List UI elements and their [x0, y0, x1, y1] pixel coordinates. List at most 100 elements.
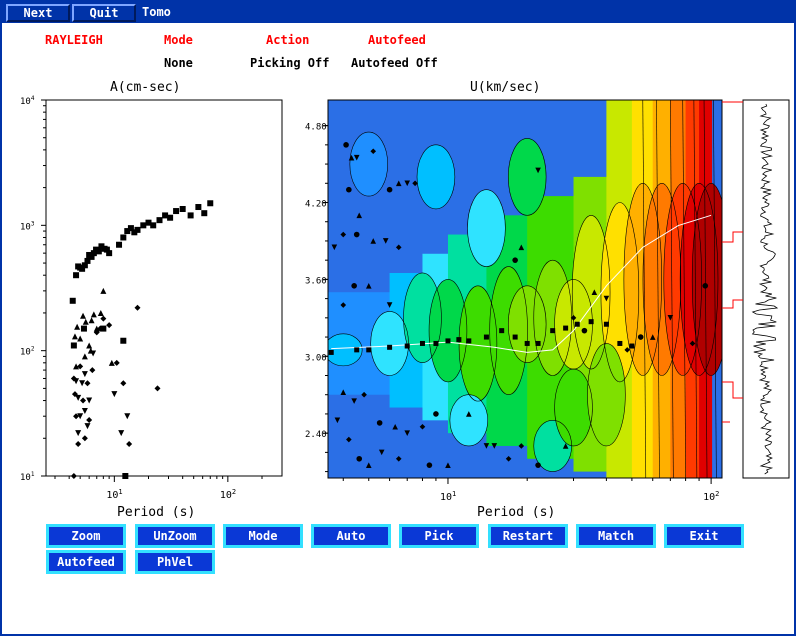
contour-line	[703, 100, 708, 478]
velocity-point	[535, 462, 541, 468]
contour-line	[642, 100, 647, 478]
velocity-ytick-label: 4.20	[305, 200, 327, 210]
quit-button[interactable]: Quit	[72, 4, 136, 22]
velocity-point	[392, 423, 398, 430]
amplitude-point	[162, 212, 169, 219]
restart-button[interactable]: Restart	[488, 524, 568, 548]
amplitude-point	[80, 325, 87, 332]
velocity-point	[466, 411, 472, 417]
contour-line	[428, 279, 468, 383]
amplitude-point	[207, 200, 214, 207]
pick-button[interactable]: Pick	[399, 524, 479, 548]
amplitude-point	[195, 204, 202, 211]
amplitude-point	[118, 430, 125, 437]
contour-line	[682, 100, 687, 478]
amplitude-point	[100, 287, 107, 294]
amplitude-point	[120, 380, 127, 387]
amplitude-point	[150, 222, 157, 229]
amplitude-point	[124, 228, 131, 235]
energy-contour-region	[349, 132, 388, 197]
picked-point	[328, 349, 334, 355]
amplitude-point	[108, 359, 115, 366]
amplitude-plot[interactable]: 101 102 103 104 101 102 Period (s)	[2, 92, 302, 522]
velocity-point	[491, 443, 498, 449]
amplitude-point	[126, 441, 133, 448]
amplitude-point	[79, 265, 86, 272]
amplitude-point	[89, 367, 96, 374]
amplitude-point	[167, 214, 174, 221]
amplitude-point	[70, 375, 77, 382]
amplitude-point	[140, 222, 147, 229]
amplitude-point	[69, 297, 76, 304]
zoom-button[interactable]: Zoom	[46, 524, 126, 548]
contour-line	[349, 131, 388, 197]
velocity-point	[378, 449, 385, 456]
next-button[interactable]: Next	[6, 4, 70, 22]
contour-line	[691, 183, 722, 376]
mode-value: None	[164, 56, 193, 70]
unzoom-button[interactable]: UnZoom	[135, 524, 215, 548]
energy-contour-region	[587, 343, 626, 446]
contour-line	[467, 189, 506, 267]
amplitude-point	[95, 248, 102, 255]
action-label: Action	[266, 33, 310, 47]
velocity-point	[365, 282, 372, 289]
velocity-point	[356, 212, 363, 219]
picked-point	[563, 325, 569, 331]
amplitude-point	[201, 210, 208, 217]
contour-line	[679, 182, 719, 376]
amplitude-point	[82, 318, 89, 325]
contour-line	[328, 333, 363, 367]
contour-line	[663, 182, 702, 376]
velocity-plot[interactable]: 2.40 3.00 3.60 4.20 4.80 101 102 Period (s)	[292, 92, 792, 522]
velocity-point	[376, 420, 383, 426]
contour-line	[507, 138, 547, 216]
mode-button[interactable]: Mode	[223, 524, 303, 548]
exit-button[interactable]: Exit	[664, 524, 744, 548]
velocity-point	[483, 443, 490, 449]
auto-button[interactable]: Auto	[311, 524, 391, 548]
picked-point	[354, 347, 360, 353]
velocity-point	[505, 455, 512, 462]
velocity-point	[334, 417, 341, 424]
amplitude-xlabel: Period (s)	[117, 505, 195, 520]
amplitude-point	[98, 243, 105, 250]
picked-point	[603, 321, 609, 327]
menu-bar: Next Quit Tomo	[2, 2, 794, 23]
velocity-point	[649, 334, 656, 340]
velocity-point	[518, 443, 525, 449]
energy-contour-region	[508, 138, 547, 216]
velocity-point	[591, 289, 598, 296]
amplitude-point	[81, 435, 88, 442]
velocity-point	[386, 302, 393, 308]
amplitude-point	[73, 363, 80, 370]
amplitude-point	[116, 241, 123, 248]
autofeed-button[interactable]: Autofeed	[46, 550, 126, 574]
seismogram-trace	[751, 103, 779, 475]
velocity-point	[386, 186, 393, 193]
contour-line	[670, 100, 674, 478]
velocity-point	[395, 180, 402, 187]
picked-point	[524, 340, 530, 346]
velocity-point	[426, 462, 433, 468]
amplitude-point	[93, 329, 100, 336]
picked-point	[404, 343, 410, 349]
match-button[interactable]: Match	[576, 524, 656, 548]
amplitude-point	[122, 473, 129, 479]
amplitude-point	[120, 337, 127, 344]
amplitude-point	[100, 315, 107, 322]
picked-point	[499, 328, 505, 334]
energy-contour-region	[467, 189, 506, 267]
amplitude-xtick-label: 102	[220, 488, 236, 501]
amplitude-point	[97, 309, 104, 316]
amplitude-point	[86, 416, 93, 423]
window-markers	[722, 101, 743, 423]
amplitude-point	[84, 423, 91, 430]
contour-line	[713, 100, 717, 478]
amplitude-point	[80, 397, 87, 404]
phvel-button[interactable]: PhVel	[135, 550, 215, 574]
velocity-point	[348, 154, 355, 161]
amplitude-point	[71, 333, 78, 340]
velocity-point	[667, 315, 674, 321]
amplitude-point	[74, 323, 81, 330]
